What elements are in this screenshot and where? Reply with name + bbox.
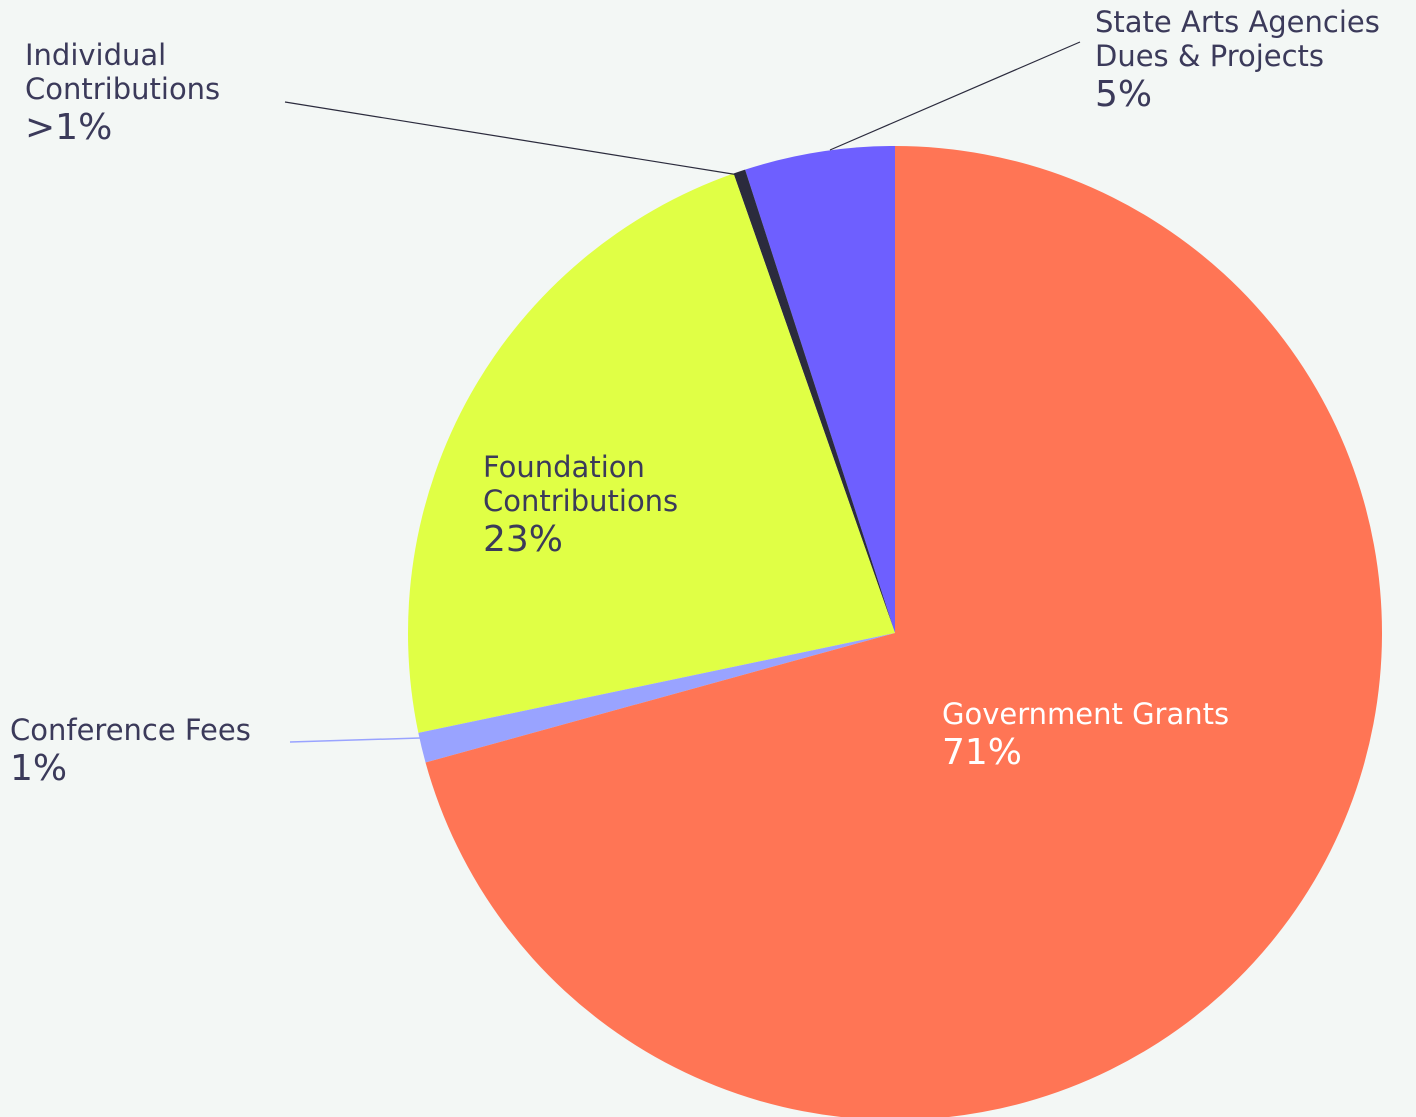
value-label: >1% — [25, 107, 113, 148]
pie-slice — [733, 169, 895, 634]
pie-slice — [745, 146, 895, 633]
slice-label: State Arts Agencies Dues & Projects 5% — [1095, 5, 1416, 117]
value-label: 71% — [942, 732, 1023, 773]
pie-slice — [408, 173, 895, 733]
category-label: Conference Fees — [10, 713, 251, 747]
slice-label: Individual Contributions >1% — [25, 38, 265, 150]
value-label: 1% — [10, 748, 68, 789]
leader-line — [289, 737, 421, 743]
value-label: 5% — [1095, 74, 1153, 115]
category-label: Foundation Contributions — [483, 450, 679, 518]
category-label: Individual Contributions — [25, 38, 221, 106]
value-label: 23% — [483, 519, 564, 560]
category-label: Government Grants — [942, 697, 1230, 731]
leader-line — [829, 41, 1081, 151]
slice-label: Government Grants 71% — [942, 697, 1229, 775]
slice-label: Foundation Contributions 23% — [483, 450, 723, 562]
pie-slice — [418, 633, 895, 763]
slice-label: Conference Fees 1% — [10, 713, 251, 791]
category-label: State Arts Agencies Dues & Projects — [1095, 5, 1380, 73]
leader-line — [284, 101, 746, 177]
pie-slice — [425, 146, 1382, 1117]
